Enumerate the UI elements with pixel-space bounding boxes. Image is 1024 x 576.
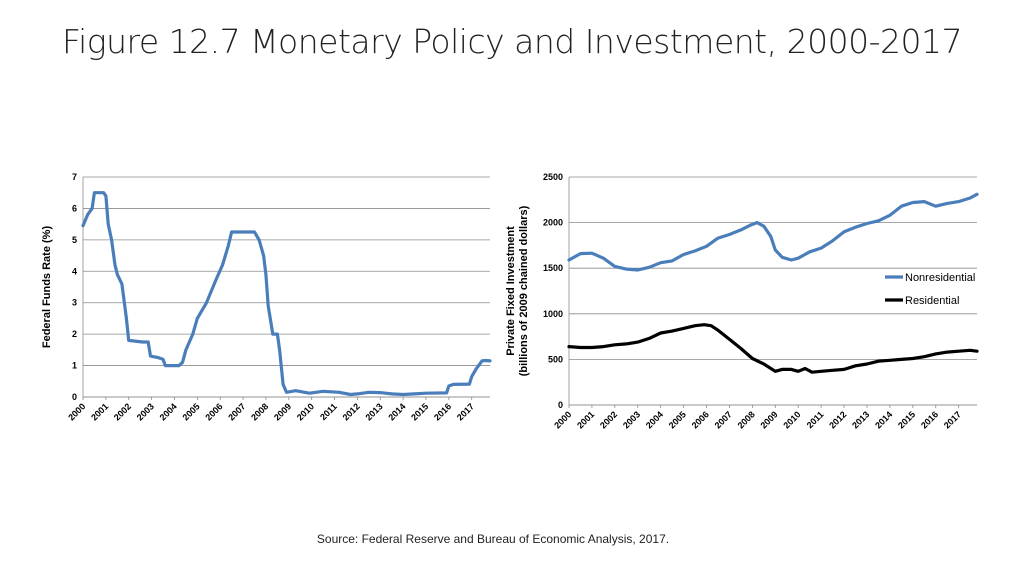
- y-tick-label: 5: [72, 235, 77, 245]
- x-tick-label: 2005: [667, 409, 688, 430]
- x-tick-label: 2010: [781, 409, 802, 430]
- x-tick-label: 2016: [432, 401, 453, 422]
- y-tick-label: 2: [72, 329, 77, 339]
- y-tick-label: 1: [72, 361, 77, 371]
- x-tick-label: 2015: [896, 409, 917, 430]
- x-tick-label: 2007: [226, 401, 247, 422]
- y-tick-label: 1500: [543, 263, 563, 273]
- x-tick-label: 2002: [112, 401, 133, 422]
- series-line-residential: [567, 323, 979, 374]
- legend-label: Nonresidential: [905, 272, 975, 284]
- series-line-fed-funds-rate: [81, 191, 492, 397]
- y-tick-label: 500: [548, 354, 563, 364]
- x-tick-label: 2006: [203, 401, 224, 422]
- x-tick-label: 2004: [158, 401, 179, 422]
- y-axis-title: Federal Funds Rate (%): [41, 226, 53, 349]
- x-tick-label: 2014: [873, 409, 894, 430]
- x-tick-label: 2002: [598, 409, 619, 430]
- x-tick-label: 2004: [644, 409, 665, 430]
- x-tick-label: 2011: [805, 409, 826, 430]
- x-tick-label: 2017: [942, 409, 963, 430]
- x-tick-label: 2007: [713, 409, 734, 430]
- y-tick-label: 7: [72, 172, 77, 182]
- y-tick-label: 0: [558, 400, 563, 410]
- y-tick-label: 6: [72, 203, 77, 213]
- x-tick-label: 2012: [827, 409, 848, 430]
- x-tick-label: 2003: [135, 401, 156, 422]
- x-tick-label: 2013: [363, 401, 384, 422]
- x-tick-label: 2001: [575, 409, 596, 430]
- x-tick-label: 2013: [850, 409, 871, 430]
- y-tick-label: 1000: [543, 309, 563, 319]
- x-tick-label: 2015: [409, 401, 430, 422]
- y-tick-label: 4: [72, 266, 77, 276]
- slide-title: Figure 12.7 Monetary Policy and Investme…: [62, 22, 962, 61]
- x-tick-label: 2008: [736, 409, 757, 430]
- series-line-nonresidential: [567, 192, 979, 272]
- x-tick-label: 2016: [919, 409, 940, 430]
- x-tick-label: 2010: [295, 401, 316, 422]
- x-tick-label: 2003: [621, 409, 642, 430]
- x-tick-label: 2011: [318, 401, 339, 422]
- source-note: Source: Federal Reserve and Bureau of Ec…: [316, 532, 670, 546]
- x-tick-label: 2017: [455, 401, 476, 422]
- x-tick-label: 2014: [386, 401, 407, 422]
- x-tick-label: 2009: [758, 409, 779, 430]
- x-tick-label: 2006: [690, 409, 711, 430]
- x-tick-label: 2008: [249, 401, 270, 422]
- x-tick-label: 2001: [89, 401, 110, 422]
- y-tick-label: 2000: [543, 218, 563, 228]
- x-tick-label: 2009: [272, 401, 293, 422]
- x-tick-label: 2012: [341, 401, 362, 422]
- y-tick-label: 0: [72, 392, 77, 402]
- y-axis-title: Private Fixed Investment(billions of 200…: [505, 205, 530, 376]
- x-tick-label: 2005: [181, 401, 202, 422]
- x-tick-label: 2000: [66, 401, 87, 422]
- legend-label: Residential: [905, 295, 959, 307]
- y-tick-label: 3: [72, 298, 77, 308]
- fed-funds-rate-chart: 0 1 2 3 4 5 6 7 2000 2001 2002 2003 2004 2005 2006 2007…: [41, 172, 492, 423]
- x-tick-label: 2000: [552, 409, 573, 430]
- y-tick-label: 2500: [543, 172, 563, 182]
